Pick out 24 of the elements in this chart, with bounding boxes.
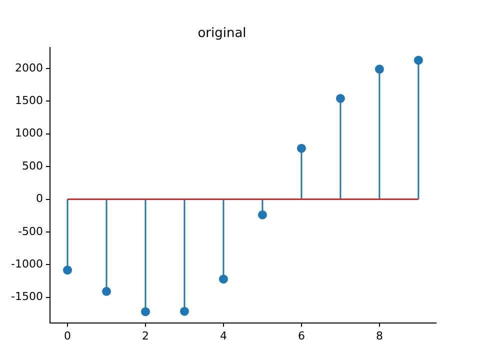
point (258, 210, 267, 220)
point (141, 307, 150, 316)
point (102, 286, 112, 296)
x-tick-label: 4 (220, 329, 227, 342)
y-tick-label: 2000 (14, 61, 43, 74)
point (414, 56, 423, 65)
y-tick-label: 1500 (14, 94, 43, 108)
x-tick-label: 8 (376, 329, 383, 342)
point (296, 144, 306, 153)
point (63, 266, 72, 275)
y-tick-label: 1000 (14, 126, 43, 140)
x-tick-label: 0 (64, 329, 72, 342)
y-tick-label: 500 (22, 159, 43, 172)
x-tick-label: 2 (142, 329, 149, 342)
x-tick-label: 6 (298, 329, 305, 342)
y-tick-label: 0 (36, 192, 43, 206)
chart-title: original (198, 26, 246, 42)
point (374, 64, 384, 74)
point (336, 94, 345, 103)
y-tick-label: -500 (18, 224, 43, 238)
y-tick-label: -1500 (10, 290, 43, 304)
point (180, 306, 189, 316)
point (218, 274, 228, 284)
y-tick-label: -1000 (10, 257, 43, 270)
